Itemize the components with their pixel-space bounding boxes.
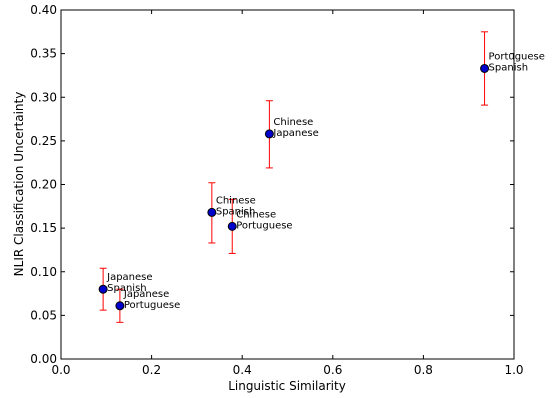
- data-points: [98, 63, 490, 311]
- point-label: Chinese: [216, 195, 256, 206]
- point-label: Portuguese: [124, 300, 180, 311]
- y-tick-label: 0.05: [30, 308, 57, 322]
- x-tick-label: 0.6: [323, 363, 342, 377]
- y-tick-label: 0.00: [30, 352, 57, 366]
- plot-area: [60, 9, 515, 360]
- data-point: [264, 129, 274, 139]
- y-axis-ticks: 0.00 0.05 0.10 0.15 0.20 0.25 0.30 0.35 0.40: [30, 3, 514, 366]
- x-tick-label: 0.8: [414, 363, 433, 377]
- data-point: [480, 63, 490, 73]
- x-axis-title: Linguistic Similarity: [228, 379, 346, 393]
- x-tick-label: 0.4: [233, 363, 252, 377]
- x-tick-label: 0.2: [142, 363, 161, 377]
- point-label: Portuguese: [489, 51, 545, 62]
- y-tick-label: 0.30: [30, 90, 57, 104]
- y-tick-label: 0.35: [30, 47, 57, 61]
- y-axis-title: NLIR Classification Uncertainty: [12, 92, 26, 277]
- y-tick-label: 0.10: [30, 265, 57, 279]
- x-tick-label: 1.0: [504, 363, 523, 377]
- data-point: [227, 221, 237, 231]
- point-label: Japanese: [272, 128, 318, 139]
- x-axis-ticks: 0.0 0.2 0.4 0.6 0.8 1.0: [51, 10, 524, 377]
- data-point: [98, 284, 108, 294]
- y-tick-label: 0.20: [30, 178, 57, 192]
- point-labels: JapaneseSpanishJapanesePortugueseChinese…: [106, 51, 545, 310]
- y-tick-label: 0.25: [30, 134, 57, 148]
- point-label: Chinese: [273, 117, 313, 128]
- y-tick-label: 0.40: [30, 3, 57, 17]
- point-label: Japanese: [123, 289, 169, 300]
- data-point: [115, 301, 125, 311]
- point-label: Japanese: [106, 272, 152, 283]
- x-tick-label: 0.0: [51, 363, 70, 377]
- data-point: [207, 207, 217, 217]
- point-label: Spanish: [107, 283, 147, 294]
- point-label: Chinese: [236, 209, 276, 220]
- point-label: Spanish: [216, 206, 256, 217]
- point-label: Spanish: [489, 62, 529, 73]
- point-label: Portuguese: [236, 220, 292, 231]
- y-tick-label: 0.15: [30, 221, 57, 235]
